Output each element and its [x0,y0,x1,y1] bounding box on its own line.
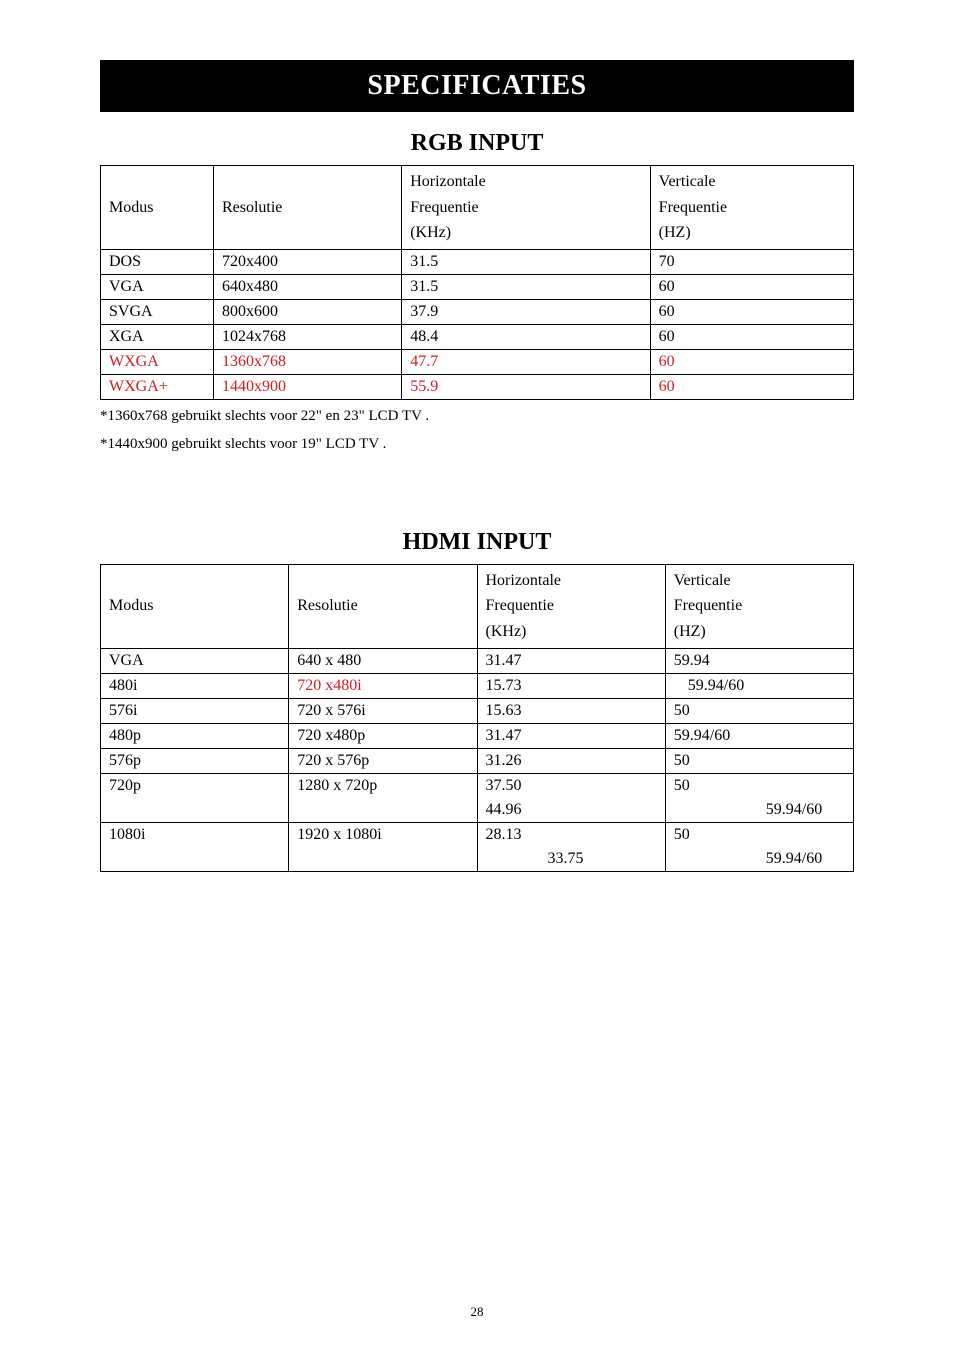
cell: 15.73 [477,673,665,698]
page-number: 28 [0,1304,954,1320]
cell: 60 [650,324,853,349]
cell: 720p [101,773,289,822]
table-row: 1080i1920 x 1080i28.1350 [101,822,854,847]
cell: 1080i [101,822,289,871]
hdmi-section-title: HDMI INPUT [100,529,854,556]
cell: 28.13 [477,822,665,847]
cell: 1024x768 [213,324,401,349]
table-row: VGA640x48031.560 [101,274,854,299]
rgb-section-title: RGB INPUT [100,130,854,157]
cell: 59.94/60 [665,723,853,748]
cell: 37.50 [477,773,665,798]
cell: 50 [665,748,853,773]
cell: 37.9 [402,299,650,324]
cell: 50 [665,773,853,798]
table-row: VGA640 x 48031.4759.94 [101,648,854,673]
cell: 1360x768 [213,349,401,374]
cell: 480i [101,673,289,698]
col-horizontale: HorizontaleFrequentie(KHz) [477,564,665,648]
cell: 576p [101,748,289,773]
cell: 59.94/60 [665,673,853,698]
cell: 640 x 480 [289,648,477,673]
col-modus: Modus [101,166,214,250]
table-row: 720p1280 x 720p37.5050 [101,773,854,798]
cell: 1920 x 1080i [289,822,477,871]
cell: 480p [101,723,289,748]
cell: WXGA [101,349,214,374]
cell: 47.7 [402,349,650,374]
table-row: SVGA800x60037.960 [101,299,854,324]
cell: 33.75 [477,847,665,872]
cell: 55.9 [402,374,650,399]
table-row: XGA1024x76848.460 [101,324,854,349]
rgb-footnote-1: *1360x768 gebruikt slechts voor 22" en 2… [100,404,854,428]
table-row: 480p720 x480p31.4759.94/60 [101,723,854,748]
cell: 1440x900 [213,374,401,399]
cell: 720 x 576p [289,748,477,773]
hdmi-table: ModusResolutieHorizontaleFrequentie(KHz)… [100,564,854,872]
col-resolutie: Resolutie [213,166,401,250]
cell: 720 x 576i [289,698,477,723]
cell: 60 [650,374,853,399]
table-row: 576p720 x 576p31.2650 [101,748,854,773]
cell: 31.26 [477,748,665,773]
cell: XGA [101,324,214,349]
cell: 31.5 [402,249,650,274]
cell: 60 [650,349,853,374]
cell: 720 x480p [289,723,477,748]
cell: 60 [650,274,853,299]
cell: 31.47 [477,723,665,748]
cell: 31.47 [477,648,665,673]
col-resolutie: Resolutie [289,564,477,648]
cell: DOS [101,249,214,274]
table-row: WXGA1360x76847.760 [101,349,854,374]
table-header-row: ModusResolutieHorizontaleFrequentie(KHz)… [101,166,854,250]
cell: 59.94/60 [665,798,853,823]
cell: VGA [101,274,214,299]
col-horizontale: HorizontaleFrequentie(KHz) [402,166,650,250]
cell: 720 x480i [289,673,477,698]
cell: 800x600 [213,299,401,324]
cell: 15.63 [477,698,665,723]
cell: 576i [101,698,289,723]
col-modus: Modus [101,564,289,648]
table-row: 480i720 x480i15.7359.94/60 [101,673,854,698]
cell: VGA [101,648,289,673]
rgb-table: ModusResolutieHorizontaleFrequentie(KHz)… [100,165,854,400]
cell: 60 [650,299,853,324]
col-verticale: VerticaleFrequentie(HZ) [650,166,853,250]
cell: WXGA+ [101,374,214,399]
table-row: WXGA+1440x90055.960 [101,374,854,399]
col-verticale: VerticaleFrequentie(HZ) [665,564,853,648]
cell: 720x400 [213,249,401,274]
cell: 1280 x 720p [289,773,477,822]
cell: 50 [665,698,853,723]
cell: 59.94 [665,648,853,673]
cell: 70 [650,249,853,274]
cell: 31.5 [402,274,650,299]
cell: 44.96 [477,798,665,823]
cell: SVGA [101,299,214,324]
cell: 48.4 [402,324,650,349]
banner-title: SPECIFICATIES [100,60,854,112]
rgb-footnote-2: *1440x900 gebruikt slechts voor 19" LCD … [100,432,854,456]
cell: 640x480 [213,274,401,299]
table-row: DOS720x40031.570 [101,249,854,274]
table-row: 576i720 x 576i15.6350 [101,698,854,723]
cell: 50 [665,822,853,847]
table-header-row: ModusResolutieHorizontaleFrequentie(KHz)… [101,564,854,648]
cell: 59.94/60 [665,847,853,872]
